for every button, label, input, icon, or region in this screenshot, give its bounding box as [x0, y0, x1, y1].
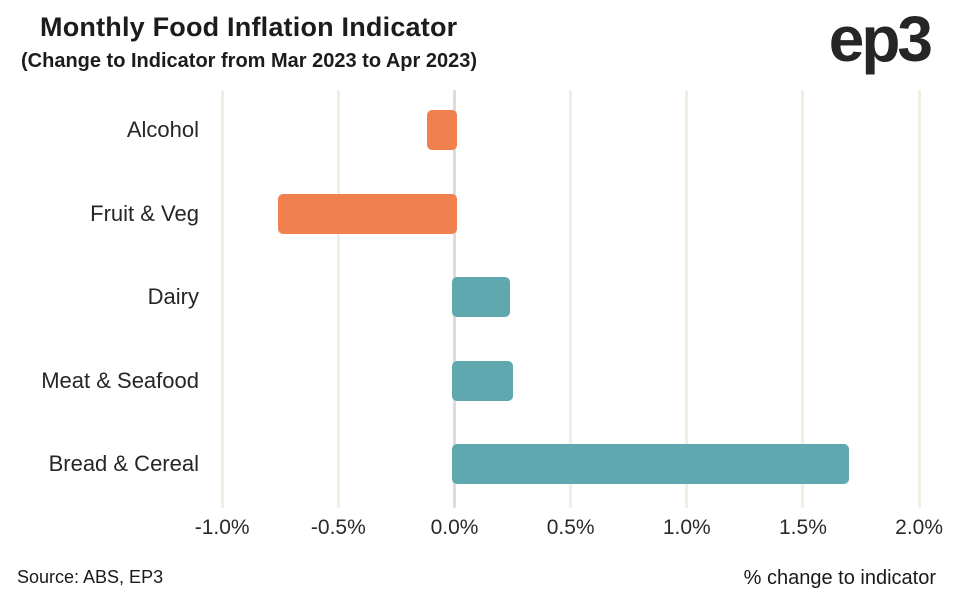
- x-tick-label: 0.5%: [546, 516, 595, 539]
- bar-alcohol: [426, 110, 458, 150]
- x-tick-label: 1.5%: [779, 516, 827, 539]
- gridline: [220, 90, 224, 508]
- x-tick-label: 0.0%: [430, 516, 479, 539]
- bar-meat-seafood: [451, 360, 513, 401]
- category-label: Fruit & Veg: [90, 200, 199, 226]
- bar-dairy: [451, 277, 511, 317]
- bar-fruit-veg: [277, 193, 458, 234]
- x-tick-label: -0.5%: [310, 516, 366, 539]
- plot-area: -1.0% -0.5% 0.0% 0.5% 1.0% 1.5% 2.0% Alcohol Fru…: [0, 90, 958, 539]
- chart-subtitle: (Change to Indicator from Mar 2023 to Ap…: [21, 50, 478, 72]
- gridline: [569, 90, 573, 508]
- x-axis-label: % change to indicator: [743, 567, 936, 589]
- source-note: Source: ABS, EP3: [17, 567, 164, 587]
- category-label: Meat & Seafood: [41, 367, 199, 393]
- bar-bread-cereal: [451, 444, 850, 484]
- category-label: Dairy: [147, 284, 199, 309]
- ep3-logo: ep3: [828, 3, 933, 75]
- x-tick-label: 1.0%: [662, 516, 711, 539]
- x-tick-label: 2.0%: [895, 516, 944, 539]
- category-label: Bread & Cereal: [48, 451, 199, 476]
- chart-title: Monthly Food Inflation Indicator: [40, 12, 458, 42]
- gridline: [685, 90, 689, 508]
- x-tick-label: -1.0%: [194, 516, 250, 539]
- gridline: [336, 90, 340, 508]
- gridline: [801, 90, 805, 508]
- gridline: [917, 90, 921, 508]
- category-label: Alcohol: [126, 117, 199, 142]
